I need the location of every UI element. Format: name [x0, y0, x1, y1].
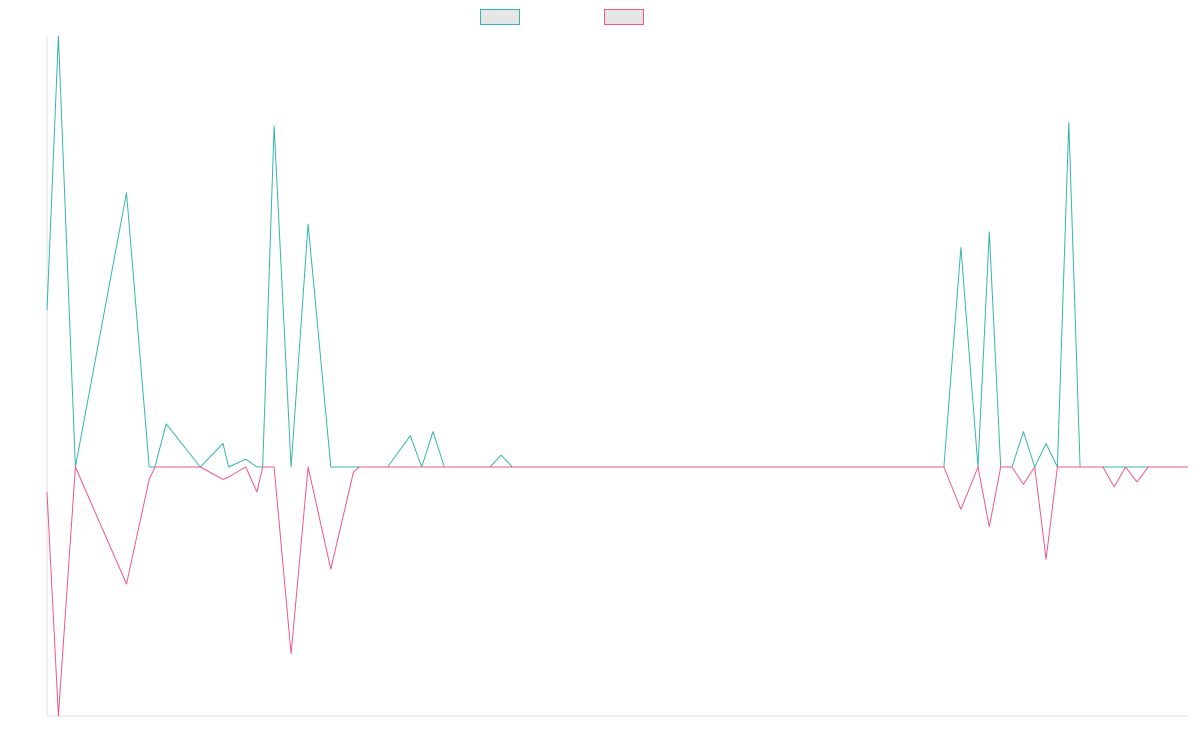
- legend-swatch-series-1[interactable]: [480, 9, 520, 25]
- series-line-2[interactable]: [46, 466, 1188, 717]
- legend-swatch-series-2[interactable]: [604, 9, 644, 25]
- series-line-1[interactable]: [46, 35, 1188, 468]
